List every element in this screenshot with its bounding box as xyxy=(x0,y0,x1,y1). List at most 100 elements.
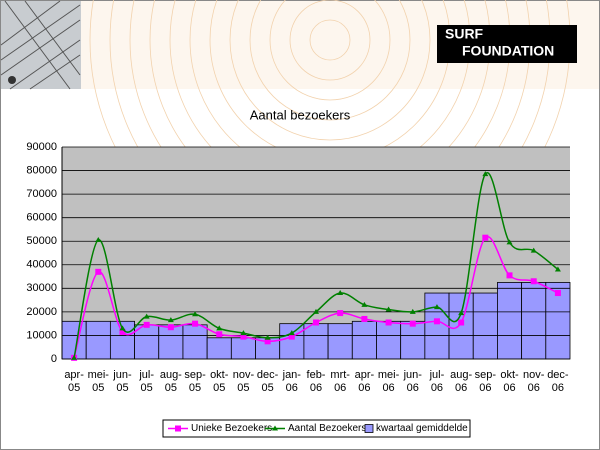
bar xyxy=(521,282,547,360)
logo-line-1: SURF xyxy=(445,26,484,42)
marker xyxy=(554,266,561,272)
logo-line-2: FOUNDATION xyxy=(462,43,554,59)
legend-box xyxy=(162,419,471,438)
marker xyxy=(143,321,150,328)
marker xyxy=(385,306,392,312)
marker xyxy=(313,308,319,314)
marker xyxy=(361,301,368,307)
x-tick-label: jun-05 xyxy=(113,369,132,394)
marker xyxy=(313,319,319,326)
marker xyxy=(216,331,223,338)
marker xyxy=(482,171,489,177)
legend-marker xyxy=(272,425,278,431)
bar xyxy=(327,323,353,360)
x-tick-label: jul-05 xyxy=(139,369,154,394)
x-tick-label: dec-06 xyxy=(547,369,569,394)
y-tick-label: 70000 xyxy=(26,188,57,200)
x-tick-label: okt-06 xyxy=(500,369,519,394)
y-tick-label: 50000 xyxy=(26,235,57,247)
bar xyxy=(497,282,523,360)
x-tick-label: aug-05 xyxy=(159,369,182,394)
x-tick-label: nov-06 xyxy=(523,369,545,394)
y-tick-label: 90000 xyxy=(26,141,57,153)
chart-title: Aantal bezoekers xyxy=(250,107,351,122)
marker xyxy=(95,268,102,275)
bar xyxy=(303,323,329,360)
marker xyxy=(409,308,416,314)
marker xyxy=(119,325,126,331)
x-tick-label: mrt-06 xyxy=(330,369,350,394)
marker xyxy=(506,272,513,279)
marker xyxy=(482,234,489,241)
y-tick-label: 10000 xyxy=(26,329,57,341)
bar xyxy=(376,320,402,360)
x-tick-label: okt-05 xyxy=(210,369,229,394)
marker xyxy=(192,311,199,317)
marker xyxy=(71,354,78,360)
marker xyxy=(433,304,440,310)
marker xyxy=(167,317,174,323)
marker xyxy=(530,247,537,253)
bar xyxy=(424,292,450,360)
x-tick-label: apr-06 xyxy=(354,369,375,394)
marker xyxy=(458,319,465,326)
y-tick-label: 0 xyxy=(51,353,57,365)
marker xyxy=(506,239,513,245)
x-tick-label: mei-05 xyxy=(87,369,109,394)
x-tick-label: sep-05 xyxy=(184,369,206,394)
marker xyxy=(385,319,392,326)
bar xyxy=(279,323,305,360)
bar xyxy=(400,320,426,360)
marker xyxy=(95,237,102,243)
x-tick-label: sep-06 xyxy=(474,369,497,394)
bar xyxy=(61,320,87,360)
bar xyxy=(85,320,111,360)
marker xyxy=(409,320,416,327)
marker xyxy=(433,318,440,325)
x-tick-label: mei-06 xyxy=(377,369,400,394)
legend-marker xyxy=(175,425,181,432)
bar xyxy=(351,320,377,360)
legend-label: kwartaal gemiddelde xyxy=(376,423,468,434)
marker xyxy=(240,330,247,336)
y-tick-label: 40000 xyxy=(26,259,57,271)
marker xyxy=(264,334,271,340)
x-tick-label: feb-06 xyxy=(306,369,326,394)
bar xyxy=(448,292,474,360)
marker xyxy=(119,328,126,335)
marker xyxy=(337,310,344,317)
y-tick-label: 80000 xyxy=(26,164,57,176)
x-tick-label: nov-05 xyxy=(232,369,255,394)
legend-label: Aantal Bezoekers xyxy=(288,423,366,434)
bar xyxy=(182,324,208,360)
marker xyxy=(192,320,199,327)
y-tick-label: 60000 xyxy=(26,212,57,224)
marker xyxy=(264,338,271,345)
x-tick-label: dec-05 xyxy=(256,369,279,394)
marker xyxy=(554,290,561,297)
marker xyxy=(216,325,223,331)
bar xyxy=(472,292,498,360)
x-tick-label: apr-05 xyxy=(64,369,84,394)
y-tick-label: 30000 xyxy=(26,282,57,294)
x-tick-label: jun-06 xyxy=(403,369,422,394)
x-tick-label: jul-06 xyxy=(429,369,445,394)
marker xyxy=(288,330,295,336)
marker xyxy=(337,290,344,296)
x-tick-label: jan-06 xyxy=(282,369,301,394)
x-tick-label: aug-06 xyxy=(450,369,473,394)
bar xyxy=(230,337,256,360)
marker xyxy=(458,310,465,316)
legend-swatch xyxy=(364,424,374,433)
marker xyxy=(530,278,537,285)
marker xyxy=(143,313,150,319)
bar xyxy=(206,337,232,360)
legend-label: Unieke Bezoekers xyxy=(191,423,272,434)
marker xyxy=(288,333,295,340)
marker xyxy=(361,315,368,322)
y-tick-label: 20000 xyxy=(26,306,57,318)
marker xyxy=(167,324,174,331)
marker xyxy=(240,333,247,340)
